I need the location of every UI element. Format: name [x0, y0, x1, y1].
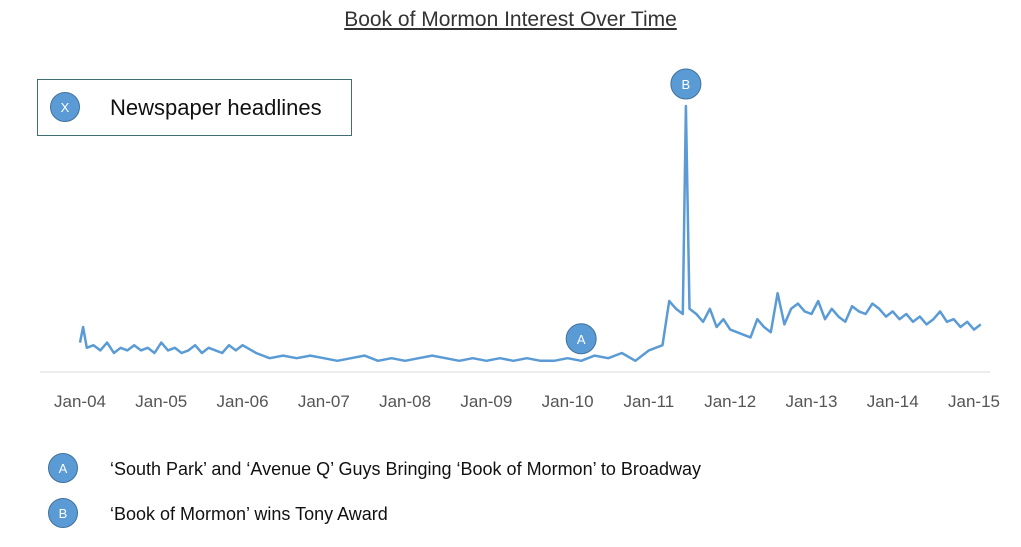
x-tick-label: Jan-04: [54, 392, 106, 411]
note-a-text: ‘South Park’ and ‘Avenue Q’ Guys Bringin…: [110, 459, 701, 479]
note-b-text: ‘Book of Mormon’ wins Tony Award: [110, 504, 388, 524]
x-tick-label: Jan-08: [379, 392, 431, 411]
x-tick-label: Jan-11: [624, 392, 675, 411]
annotation-marker-b: B: [670, 68, 702, 100]
note-b-marker-label: B: [58, 505, 68, 521]
legend-box: X Newspaper headlines: [37, 79, 352, 136]
x-tick-label: Jan-06: [217, 392, 269, 411]
note-b-marker: B: [48, 498, 78, 528]
legend-marker: X: [50, 92, 80, 122]
legend-marker-label: X: [60, 99, 70, 115]
x-tick-label: Jan-14: [867, 392, 919, 411]
annotation-label: B: [682, 77, 691, 92]
x-tick-label: Jan-07: [298, 392, 350, 411]
x-tick-label: Jan-12: [704, 392, 756, 411]
x-tick-label: Jan-13: [785, 392, 837, 411]
x-tick-label: Jan-15: [948, 392, 1000, 411]
x-tick-label: Jan-10: [542, 392, 594, 411]
annotation-marker-a: A: [565, 323, 597, 355]
annotation-circle: [670, 68, 702, 100]
note-a-marker: A: [48, 453, 78, 483]
x-tick-label: Jan-05: [135, 392, 187, 411]
line-chart: Jan-04 Jan-05 Jan-06 Jan-07 Jan-08 Jan-09 Jan-…: [40, 68, 1000, 411]
legend-text: Newspaper headlines: [110, 95, 322, 120]
note-a-marker-label: A: [58, 460, 68, 476]
annotation-label: A: [577, 332, 586, 347]
note-a: A ‘South Park’ and ‘Avenue Q’ Guys Bring…: [0, 451, 900, 485]
annotation-circle: [565, 323, 597, 355]
chart-title: Book of Mormon Interest Over Time: [344, 8, 677, 31]
note-b: B ‘Book of Mormon’ wins Tony Award: [0, 496, 900, 530]
series-line: [78, 104, 982, 363]
x-tick-label: Jan-09: [460, 392, 512, 411]
